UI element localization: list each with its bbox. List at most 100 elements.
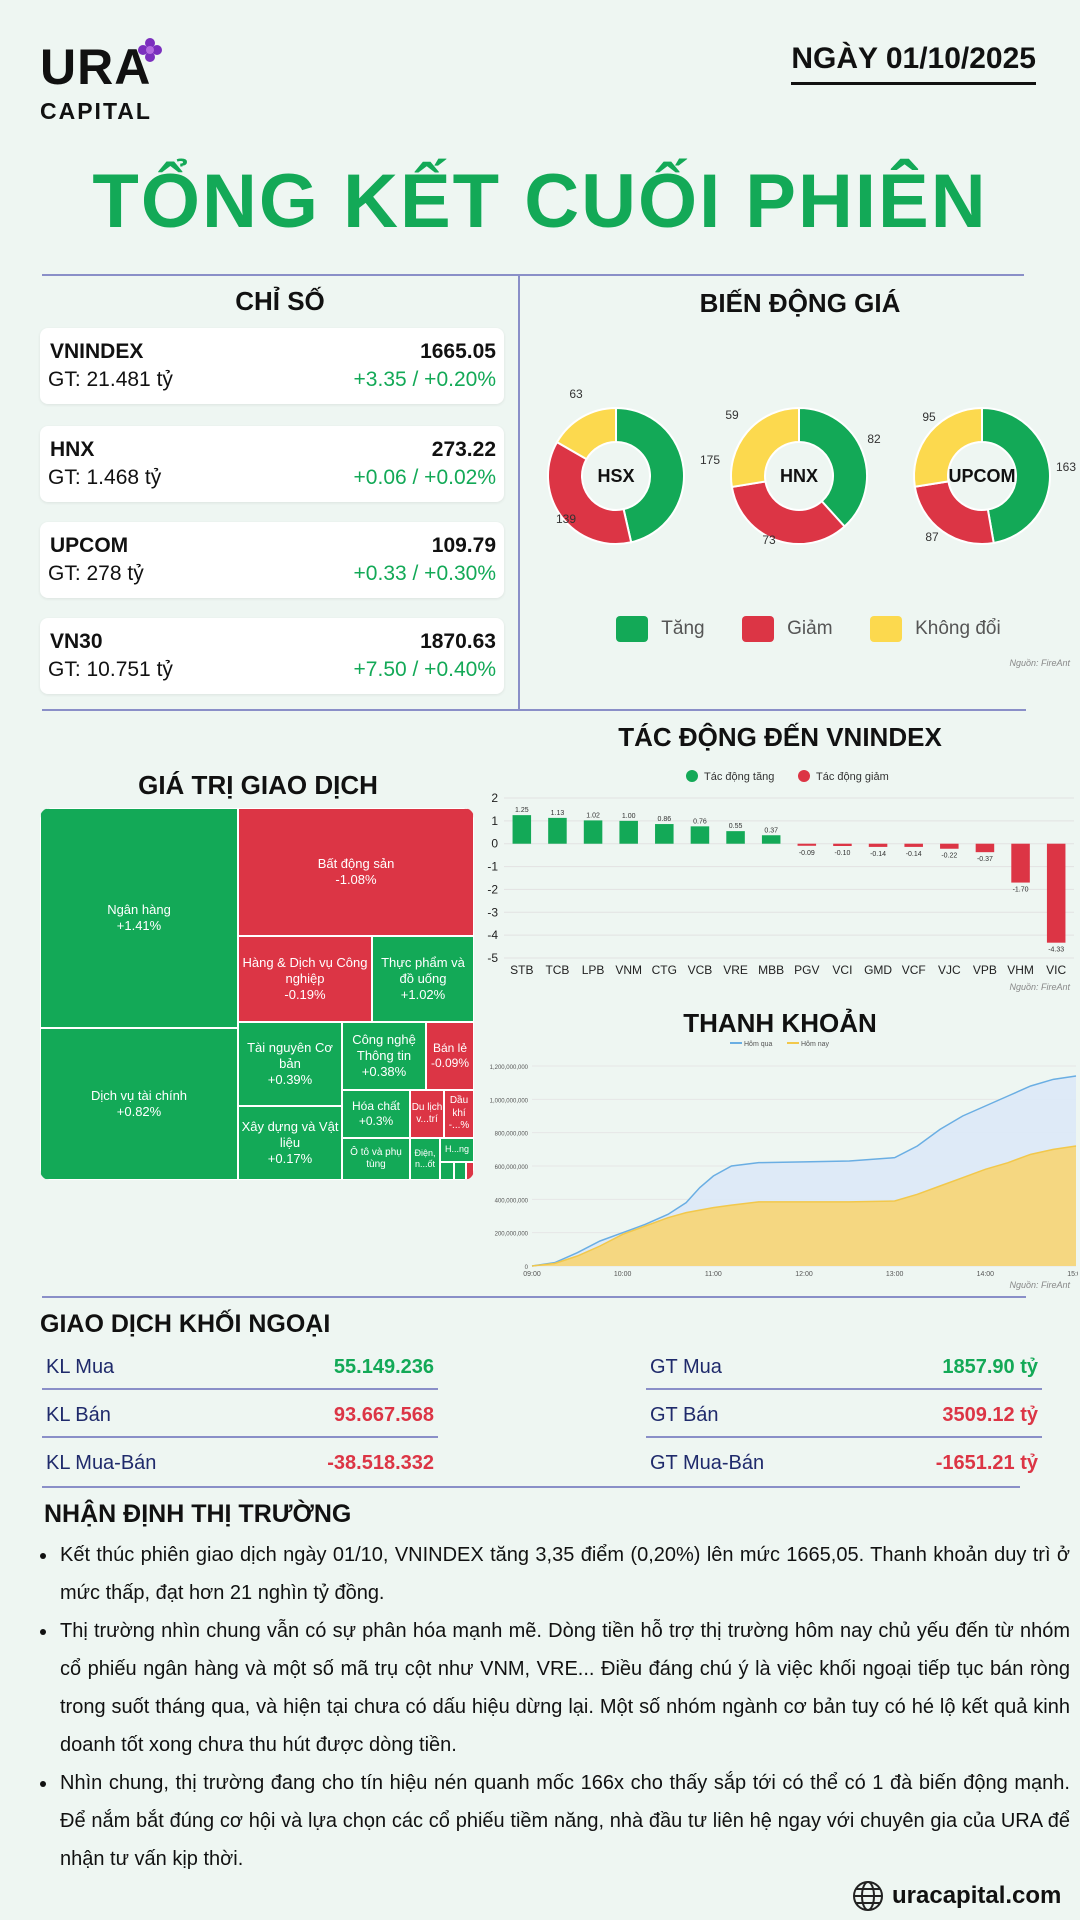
divider bbox=[42, 709, 1026, 711]
logo-text: URA bbox=[40, 39, 152, 95]
impact-category-label: VNM bbox=[615, 963, 642, 977]
treemap-tile: Dầu khí -...% bbox=[444, 1090, 474, 1138]
divider bbox=[42, 1486, 1020, 1488]
foreign-label: GT Mua-Bán bbox=[650, 1452, 765, 1474]
foreign-label: GT Mua bbox=[650, 1356, 722, 1378]
website-link[interactable]: uracapital.com bbox=[892, 1882, 1062, 1909]
index-trade-value: GT: 278 tỷ bbox=[48, 562, 144, 585]
index-trade-value: GT: 1.468 tỷ bbox=[48, 466, 162, 489]
treemap-tile bbox=[466, 1162, 474, 1180]
index-change: +0.06 / +0.02% bbox=[353, 466, 496, 489]
donut-value-up: 82 bbox=[867, 432, 881, 446]
donut-value-down: 73 bbox=[762, 533, 776, 547]
outlook-bullet: Nhìn chung, thị trường đang cho tín hiệu… bbox=[58, 1764, 1070, 1878]
impact-value-label: -0.37 bbox=[977, 856, 993, 863]
impact-bar bbox=[975, 843, 995, 853]
foreign-value: -1651.21 tỷ bbox=[935, 1452, 1038, 1474]
foreign-label: KL Bán bbox=[46, 1404, 111, 1426]
treemap-tile: Điện, n...ốt bbox=[410, 1138, 440, 1180]
x-tick-label: 13:00 bbox=[886, 1271, 904, 1278]
index-card: VN30 GT: 10.751 tỷ 1870.63 +7.50 / +0.40… bbox=[40, 618, 504, 694]
donut-slice-flat bbox=[913, 406, 983, 488]
legend-down: Giảm bbox=[787, 618, 833, 640]
index-change: +0.33 / +0.30% bbox=[353, 562, 496, 585]
divider bbox=[42, 1296, 1026, 1298]
treemap-tile: Du lịch v...trí bbox=[410, 1090, 444, 1138]
foreign-value: 3509.12 tỷ bbox=[942, 1404, 1038, 1426]
index-name: VNINDEX bbox=[50, 340, 144, 363]
donut-value-flat: 95 bbox=[922, 410, 936, 424]
indices-heading: CHỈ SỐ bbox=[235, 286, 325, 316]
liquidity-heading: THANH KHOẢN bbox=[683, 1008, 877, 1038]
impact-category-label: VRE bbox=[723, 963, 748, 977]
y-tick-label: 2 bbox=[491, 791, 498, 805]
y-tick-label: 1,000,000,000 bbox=[490, 1098, 529, 1104]
page-title: TỔNG KẾT CUỐI PHIÊN bbox=[92, 159, 988, 244]
x-tick-label: 11:00 bbox=[705, 1271, 722, 1278]
legend-label-today: Hôm nay bbox=[801, 1041, 830, 1048]
treemap-tile: Hàng & Dịch vụ Công nghiệp -0.19% bbox=[238, 936, 372, 1022]
y-tick-label: -1 bbox=[487, 860, 498, 874]
impact-value-label: 0.55 bbox=[729, 823, 743, 830]
foreign-label: GT Bán bbox=[650, 1404, 719, 1426]
index-name: HNX bbox=[50, 438, 95, 461]
donut-center-label: HNX bbox=[780, 466, 818, 486]
price-move-source: Nguồn: FireAnt bbox=[1009, 658, 1070, 668]
impact-category-label: VHM bbox=[1007, 963, 1034, 977]
treemap-tile bbox=[440, 1162, 454, 1180]
impact-value-label: -0.14 bbox=[870, 851, 886, 858]
x-tick-label: 15:00 bbox=[1067, 1271, 1078, 1278]
donut-value-down: 139 bbox=[556, 512, 576, 526]
donut-value-flat: 63 bbox=[569, 387, 583, 401]
donut-value-up: 163 bbox=[1056, 460, 1076, 474]
treemap-tile: Công nghệ Thông tin +0.38% bbox=[342, 1022, 426, 1090]
index-value: 1870.63 bbox=[420, 630, 496, 653]
impact-value-label: -0.10 bbox=[834, 850, 850, 857]
report-date: NGÀY 01/10/2025 bbox=[791, 42, 1036, 85]
impact-bar bbox=[1011, 843, 1030, 883]
price-move-heading: BIẾN ĐỘNG GIÁ bbox=[699, 288, 901, 318]
x-tick-label: 10:00 bbox=[614, 1271, 632, 1278]
series-yesterday-line bbox=[531, 1075, 1077, 1267]
index-value: 1665.05 bbox=[420, 340, 496, 363]
y-tick-label: -4 bbox=[487, 928, 498, 942]
y-tick-label: 1 bbox=[491, 814, 498, 828]
impact-category-label: MBB bbox=[758, 963, 784, 977]
foreign-value: 1857.90 tỷ bbox=[942, 1356, 1038, 1378]
donut-slice-up bbox=[981, 406, 1051, 545]
donut-value-up: 175 bbox=[700, 453, 720, 467]
legend-swatch-down bbox=[741, 616, 774, 642]
outlook-bullets: Kết thúc phiên giao dịch ngày 01/10, VNI… bbox=[44, 1536, 1070, 1878]
impact-category-label: VCF bbox=[902, 963, 926, 977]
index-change: +3.35 / +0.20% bbox=[353, 368, 496, 391]
legend-swatch-up bbox=[616, 616, 648, 642]
impact-bar bbox=[797, 843, 817, 846]
divider bbox=[42, 274, 1024, 276]
liquidity-legend: Hôm qua Hôm nay bbox=[730, 1041, 830, 1048]
impact-category-label: VJC bbox=[938, 963, 961, 977]
impact-value-label: -0.22 bbox=[941, 853, 957, 860]
treemap-tile: Xây dựng và Vật liệu +0.17% bbox=[238, 1106, 342, 1180]
impact-bar bbox=[548, 817, 567, 844]
foreign-value: 55.149.236 bbox=[333, 1356, 434, 1378]
impact-value-label: -1.70 bbox=[1013, 887, 1029, 894]
logo-flower-icon bbox=[138, 38, 162, 62]
foreign-row: KL Bán 93.667.568 bbox=[42, 1392, 438, 1438]
impact-value-label: 0.37 bbox=[764, 827, 778, 834]
legend-label-yesterday: Hôm qua bbox=[744, 1041, 773, 1048]
index-change: +7.50 / +0.40% bbox=[353, 658, 496, 681]
donut-slice-flat bbox=[555, 406, 617, 461]
treemap-tile: Tài nguyên Cơ bản +0.39% bbox=[238, 1022, 342, 1106]
treemap-tile: Bất động sản -1.08% bbox=[238, 808, 474, 936]
impact-value-label: 1.13 bbox=[551, 810, 565, 817]
foreign-row: GT Mua-Bán -1651.21 tỷ bbox=[646, 1440, 1042, 1486]
outlook-bullet: Thị trường nhìn chung vẫn có sự phân hóa… bbox=[58, 1612, 1070, 1764]
y-tick-label: 0 bbox=[491, 837, 498, 851]
legend-dot-down bbox=[798, 770, 810, 782]
impact-bar bbox=[904, 843, 923, 847]
x-tick-label: 14:00 bbox=[977, 1271, 995, 1278]
donut-hsx: HSX 175 139 63 bbox=[547, 387, 720, 545]
impact-value-label: 0.76 bbox=[693, 818, 707, 825]
liquidity-source: Nguồn: FireAnt bbox=[1009, 1280, 1070, 1290]
foreign-value: 93.667.568 bbox=[333, 1404, 434, 1426]
